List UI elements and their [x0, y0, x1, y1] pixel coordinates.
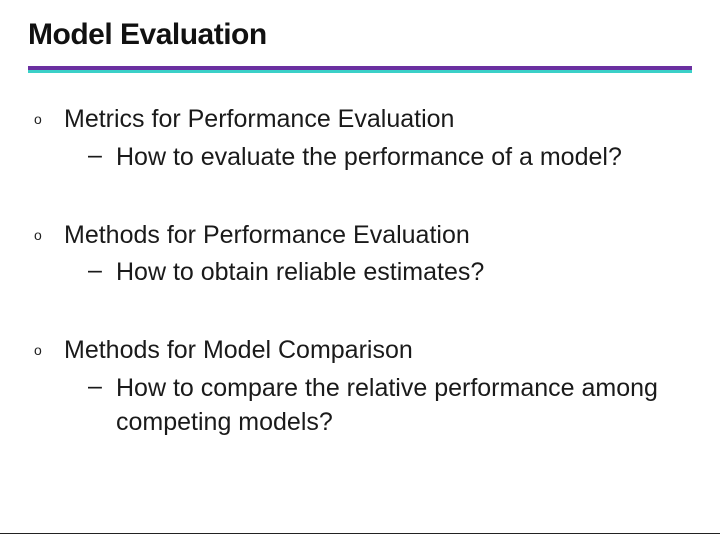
- list-item: o Methods for Model Comparison – How to …: [34, 334, 692, 439]
- item-heading: Metrics for Performance Evaluation: [64, 103, 692, 137]
- bullet-icon: o: [34, 219, 64, 243]
- sub-item: – How to obtain reliable estimates?: [64, 256, 692, 290]
- slide-content: o Metrics for Performance Evaluation – H…: [28, 103, 692, 439]
- item-body: Methods for Model Comparison – How to co…: [64, 334, 692, 439]
- sub-item: – How to evaluate the performance of a m…: [64, 141, 692, 175]
- dash-icon: –: [88, 372, 116, 401]
- dash-icon: –: [88, 256, 116, 285]
- item-heading: Methods for Performance Evaluation: [64, 219, 692, 253]
- item-body: Metrics for Performance Evaluation – How…: [64, 103, 692, 175]
- list-item: o Methods for Performance Evaluation – H…: [34, 219, 692, 291]
- dash-icon: –: [88, 141, 116, 170]
- rule-bottom: [28, 70, 692, 73]
- title-rule: [28, 66, 692, 73]
- list-item: o Metrics for Performance Evaluation – H…: [34, 103, 692, 175]
- sub-item: – How to compare the relative performanc…: [64, 372, 692, 440]
- sub-text: How to obtain reliable estimates?: [116, 256, 484, 290]
- item-heading: Methods for Model Comparison: [64, 334, 692, 368]
- item-body: Methods for Performance Evaluation – How…: [64, 219, 692, 291]
- bullet-icon: o: [34, 334, 64, 358]
- sub-text: How to compare the relative performance …: [116, 372, 692, 440]
- sub-text: How to evaluate the performance of a mod…: [116, 141, 622, 175]
- footer-rule: [0, 533, 720, 534]
- slide: Model Evaluation o Metrics for Performan…: [0, 0, 720, 540]
- bullet-icon: o: [34, 103, 64, 127]
- slide-title: Model Evaluation: [28, 18, 692, 52]
